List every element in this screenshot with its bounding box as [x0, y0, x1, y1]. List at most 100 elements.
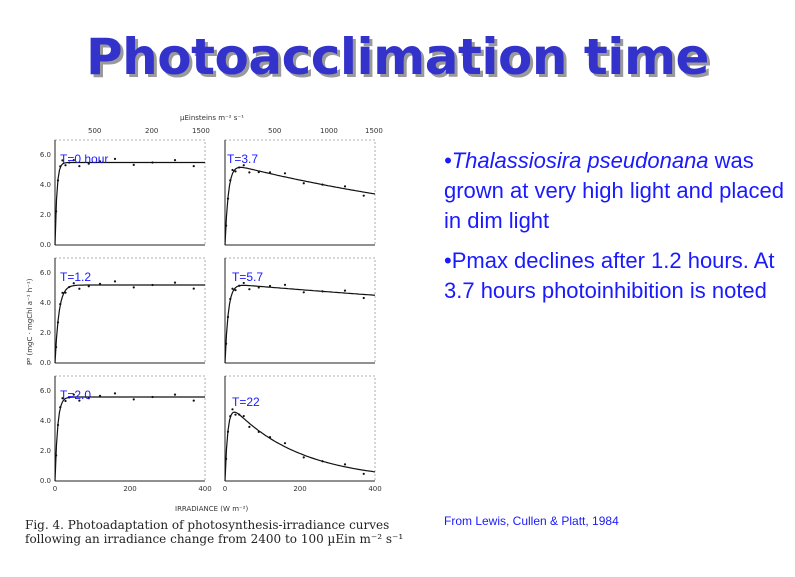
data-point — [72, 282, 75, 285]
data-point — [268, 171, 272, 174]
y-tick-label: 2.0 — [40, 447, 51, 455]
data-point — [98, 394, 102, 397]
data-point — [59, 165, 62, 168]
data-point — [87, 162, 90, 165]
x-tick-label: 200 — [293, 485, 306, 493]
data-point — [343, 463, 347, 466]
data-point — [56, 179, 60, 182]
data-point — [302, 182, 305, 185]
data-point — [87, 397, 90, 400]
x-tick-label: 400 — [198, 485, 211, 493]
pi-curve-line — [54, 396, 205, 482]
data-point — [242, 281, 245, 285]
data-point — [113, 157, 117, 160]
data-point — [87, 285, 90, 288]
y-tick-label: 4.0 — [40, 181, 51, 189]
top-tick: 500 — [88, 127, 101, 135]
data-point — [362, 296, 365, 300]
data-point — [231, 287, 234, 290]
data-point — [61, 291, 64, 294]
data-point — [173, 159, 177, 162]
data-point — [238, 166, 241, 169]
data-point — [68, 285, 71, 289]
data-point — [64, 291, 67, 294]
pi-curve-line — [224, 284, 376, 364]
data-point — [362, 194, 365, 197]
pi-curve-line — [54, 161, 205, 246]
data-point — [72, 393, 75, 396]
panel-label: T=5.7 — [232, 270, 264, 284]
data-point — [55, 210, 58, 213]
data-point — [257, 171, 260, 174]
pi-curve-figure: µEinsteins m⁻² s⁻¹ 500 200 1500 500 1000… — [20, 105, 410, 555]
data-point — [173, 281, 177, 284]
top-tick: 1500 — [192, 127, 210, 135]
pi-curve-line — [224, 166, 376, 246]
panel-label: T=22 — [232, 395, 260, 409]
top-tick: 500 — [268, 127, 281, 135]
data-point — [113, 280, 117, 283]
bullet-1-text: was grown at very high light and placed … — [444, 148, 784, 233]
x-tick-label: 400 — [368, 485, 381, 493]
bullet-2: •Pmax declines after 1.2 hours. At 3.7 h… — [444, 248, 775, 303]
data-point — [78, 287, 81, 290]
y-tick-label: 4.0 — [40, 417, 51, 425]
data-point — [302, 291, 305, 294]
data-point — [283, 283, 287, 286]
data-point — [229, 415, 232, 418]
panel-label: T=2.0 — [60, 388, 92, 402]
data-point — [268, 436, 272, 439]
data-point — [248, 288, 251, 291]
data-point — [132, 163, 135, 166]
x-tick-label: 0 — [53, 485, 57, 493]
data-point — [321, 460, 324, 463]
x-tick-label: 0 — [223, 485, 227, 493]
bullet-list: •Thalassiosira pseudonana was grown at v… — [444, 146, 784, 316]
data-point — [68, 161, 71, 164]
top-tick: 1000 — [320, 127, 338, 135]
data-point — [225, 224, 228, 227]
data-point — [302, 456, 305, 459]
y-axis-label: Pᴮ (mgC · mgChl a⁻¹ h⁻¹) — [26, 278, 34, 365]
data-point — [78, 165, 81, 168]
data-point — [56, 423, 60, 427]
data-point — [98, 282, 102, 285]
citation: From Lewis, Cullen & Platt, 1984 — [444, 514, 619, 528]
data-point — [226, 430, 230, 433]
data-point — [132, 398, 135, 401]
data-point — [257, 430, 260, 434]
data-point — [343, 185, 347, 188]
data-point — [61, 159, 64, 162]
panel-label: T=1.2 — [60, 270, 92, 284]
data-point — [234, 170, 237, 173]
data-point — [231, 168, 234, 172]
data-point — [321, 290, 324, 293]
y-tick-label: 0.0 — [40, 241, 51, 249]
slide-title: Photoacclimation time — [86, 28, 709, 86]
y-tick-label: 2.0 — [40, 211, 51, 219]
data-point — [248, 425, 251, 429]
data-point — [61, 397, 64, 400]
data-point — [234, 288, 237, 292]
y-tick-label: 2.0 — [40, 329, 51, 337]
data-point — [231, 408, 234, 411]
data-point — [68, 396, 71, 399]
top-axis-label: µEinsteins m⁻² s⁻¹ — [180, 114, 244, 122]
species-name: •Thalassiosira pseudonana — [444, 148, 709, 173]
data-point — [225, 457, 228, 460]
y-tick-label: 4.0 — [40, 299, 51, 307]
data-point — [59, 302, 62, 306]
y-tick-label: 0.0 — [40, 359, 51, 367]
data-point — [59, 406, 62, 409]
data-point — [55, 454, 58, 457]
data-point — [192, 165, 195, 168]
data-point — [257, 286, 260, 289]
data-point — [238, 413, 241, 416]
data-point — [56, 321, 60, 324]
data-point — [343, 289, 347, 292]
x-tick-label: 200 — [123, 485, 136, 493]
data-point — [229, 179, 232, 182]
data-point — [78, 399, 81, 402]
y-tick-label: 6.0 — [40, 151, 51, 159]
top-tick: 200 — [145, 127, 158, 135]
